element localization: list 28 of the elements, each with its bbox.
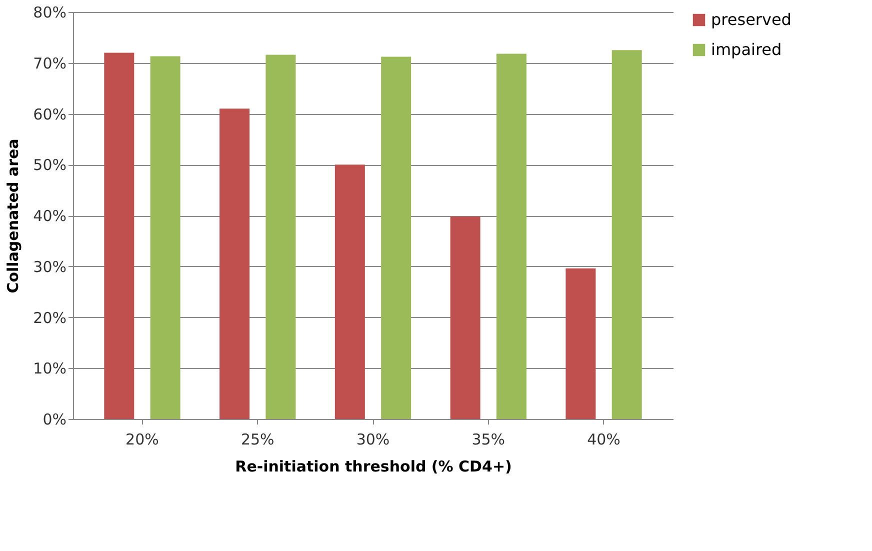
x-tick-label: 20%: [126, 430, 159, 448]
x-axis-title: Re-initiation threshold (% CD4+): [235, 458, 512, 476]
y-axis-title: Collagenated area: [4, 138, 22, 294]
y-tick-label: 60%: [33, 105, 66, 124]
bar: [612, 50, 642, 419]
legend-label: impaired: [711, 40, 782, 59]
bar: [566, 268, 596, 419]
y-tick-label: 0%: [42, 410, 66, 428]
y-tick-label: 20%: [33, 308, 66, 327]
bar: [496, 54, 526, 419]
y-tick-label: 30%: [33, 258, 66, 276]
y-tick-label: 40%: [33, 207, 66, 225]
bar: [450, 216, 480, 419]
x-tick-label: 30%: [356, 430, 390, 448]
y-tick-label: 70%: [33, 54, 66, 72]
x-tick-label: 35%: [472, 430, 506, 448]
bar: [104, 52, 134, 419]
x-tick-label: 25%: [240, 430, 274, 448]
bar: [266, 54, 296, 419]
bar: [150, 56, 180, 419]
bar: [381, 56, 412, 419]
y-tick-label: 80%: [33, 4, 66, 22]
x-tick-label: 40%: [587, 430, 620, 448]
y-tick-label: 10%: [33, 360, 66, 378]
bar: [220, 108, 250, 419]
legend-label: preserved: [711, 10, 792, 29]
y-tick-label: 50%: [33, 156, 66, 174]
bar: [334, 164, 365, 419]
